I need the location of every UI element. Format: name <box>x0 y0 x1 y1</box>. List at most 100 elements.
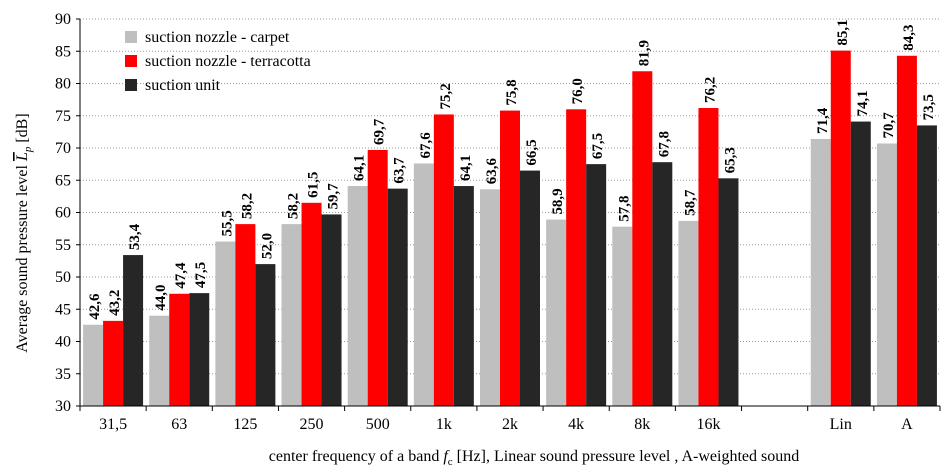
data-label: 43,2 <box>107 290 123 316</box>
bar <box>189 293 210 406</box>
data-label: 53,4 <box>127 223 143 250</box>
data-label: 71,4 <box>815 107 831 134</box>
x-tick-label: 500 <box>366 416 390 433</box>
data-label: 69,7 <box>372 118 388 145</box>
x-axis-subscript: c <box>448 456 453 468</box>
legend-label: suction unit <box>145 77 221 94</box>
bar <box>83 324 104 406</box>
bar <box>103 320 124 406</box>
data-label: 44,0 <box>153 284 169 310</box>
data-label: 74,1 <box>855 90 871 116</box>
bar <box>347 186 368 406</box>
bar <box>678 220 699 406</box>
data-label: 67,5 <box>590 133 606 159</box>
y-tick-label: 50 <box>55 269 71 286</box>
bar <box>255 264 276 406</box>
bar <box>916 125 937 407</box>
bar <box>698 108 719 406</box>
bar <box>433 114 454 407</box>
bar <box>876 143 897 407</box>
y-tick-label: 80 <box>55 76 71 93</box>
x-tick-label: 8k <box>634 416 650 433</box>
x-tick-label: 250 <box>300 416 324 433</box>
data-label: 42,6 <box>87 293 103 320</box>
x-tick-label: 1k <box>436 416 452 433</box>
bar <box>387 188 408 406</box>
bar <box>500 110 520 406</box>
data-label: 57,8 <box>616 195 632 221</box>
bar <box>301 202 322 406</box>
data-label: 64,1 <box>458 155 474 181</box>
x-axis-title: center frequency of a band fc [Hz], Line… <box>269 448 800 468</box>
bar <box>480 189 500 406</box>
data-label: 64,1 <box>352 155 368 181</box>
y-tick-label: 35 <box>55 366 71 383</box>
x-tick-label: Lin <box>830 416 852 433</box>
bar <box>830 50 851 406</box>
y-axis-subscript: p <box>22 146 34 153</box>
bars <box>83 50 937 407</box>
bar <box>652 162 673 406</box>
data-label: 66,5 <box>524 139 540 165</box>
bar <box>850 121 871 407</box>
bar <box>520 170 540 406</box>
y-tick-label: 75 <box>55 108 71 125</box>
legend-label: suction nozzle - terracotta <box>145 53 311 70</box>
data-label: 61,5 <box>306 172 322 198</box>
y-tick-labels: 30 35 40 45 50 55 60 65 70 75 80 85 90 <box>55 11 71 415</box>
legend-swatch <box>125 31 137 43</box>
axes <box>76 18 941 411</box>
x-tick-label: 4k <box>568 416 584 433</box>
x-tick-label: 125 <box>233 416 257 433</box>
bar <box>281 224 302 406</box>
data-label: 67,6 <box>418 132 434 159</box>
y-tick-label: 40 <box>55 334 71 351</box>
data-label: 63,7 <box>392 157 408 184</box>
data-label: 52,0 <box>259 233 275 259</box>
y-axis-title: Average sound pressure level Lp [dB] <box>14 113 34 352</box>
bar <box>612 226 633 406</box>
y-axis-unit: [dB] <box>14 113 31 146</box>
data-label: 47,5 <box>193 262 209 288</box>
data-label: 55,5 <box>219 210 235 236</box>
bar <box>367 149 388 406</box>
data-label: 65,3 <box>722 147 738 173</box>
bar <box>169 293 190 406</box>
data-labels: 42,6 44,055,558,264,167,663,658,9 57,8 58,7… <box>87 19 937 319</box>
bar <box>632 71 653 407</box>
y-tick-label: 90 <box>55 11 71 28</box>
data-label: 76,0 <box>570 78 586 104</box>
data-label: 84,3 <box>901 25 917 51</box>
legend: suction nozzle - carpet suction nozzle - … <box>125 29 311 94</box>
y-tick-label: 30 <box>55 398 71 415</box>
bar <box>546 219 567 406</box>
x-tick-label: A <box>901 416 913 433</box>
data-label: 59,7 <box>326 183 342 210</box>
y-tick-label: 45 <box>55 301 71 318</box>
legend-swatch <box>125 55 137 67</box>
x-axis-symbol: f <box>443 448 450 465</box>
data-label: 58,2 <box>239 193 255 219</box>
x-axis-rest: [Hz], Linear sound pressure level , A-we… <box>453 448 800 465</box>
data-label: 85,1 <box>835 19 851 45</box>
data-label: 75,8 <box>504 79 520 105</box>
x-tick-label: 16k <box>696 416 720 433</box>
x-tick-labels: 31,5 63 125 250 500 1k 2k 4k 8k 16k Lin A <box>99 416 913 433</box>
data-label: 70,7 <box>881 112 897 139</box>
legend-swatch <box>125 79 137 91</box>
y-tick-label: 55 <box>55 237 71 254</box>
bar <box>896 55 917 406</box>
data-label: 63,6 <box>484 158 500 185</box>
data-label: 47,4 <box>173 262 189 289</box>
bar <box>453 186 474 406</box>
y-tick-label: 65 <box>55 172 71 189</box>
y-tick-label: 60 <box>55 205 71 222</box>
x-tick-label: 2k <box>502 416 518 433</box>
bar <box>149 315 170 406</box>
bar <box>215 241 236 406</box>
bar <box>718 178 739 406</box>
x-tick-label: 63 <box>171 416 187 433</box>
bar <box>321 214 342 406</box>
x-tick-label: 31,5 <box>99 416 127 433</box>
data-label: 73,5 <box>921 94 937 120</box>
